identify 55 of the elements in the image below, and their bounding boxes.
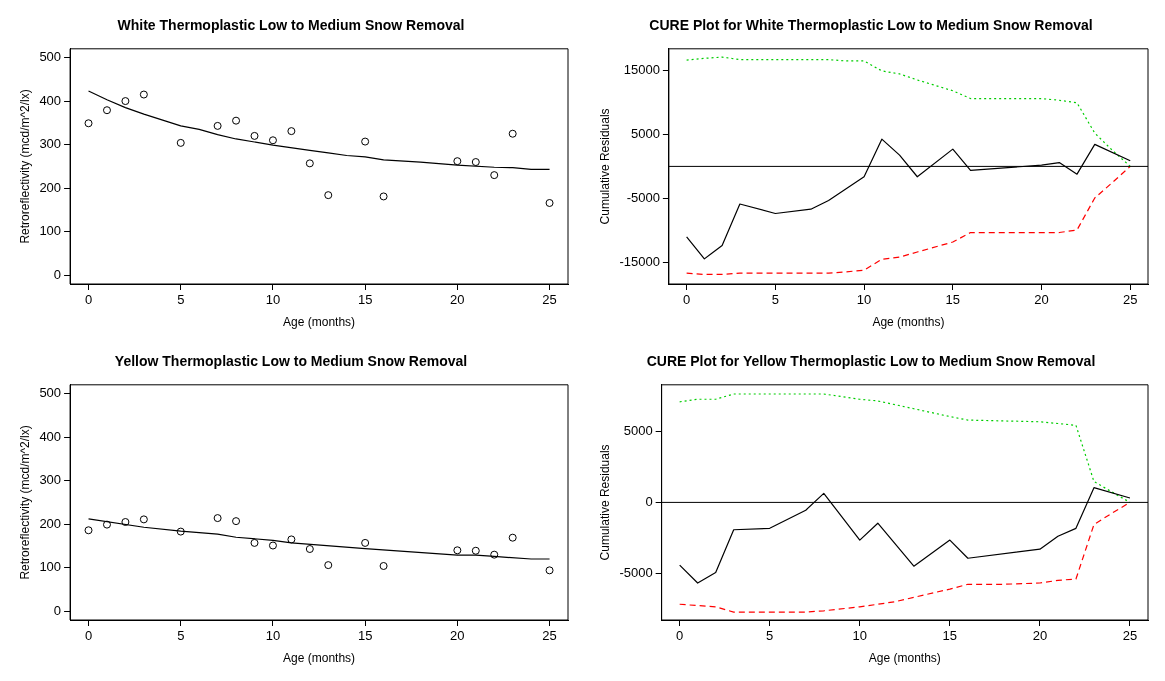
- x-tick-label: 0: [84, 292, 93, 308]
- x-tick-label: 25: [542, 292, 557, 308]
- x-tick-label: 20: [450, 292, 465, 308]
- y-tick-label: -5000: [626, 190, 660, 206]
- y-tick-label: 0: [645, 493, 653, 509]
- chart-title: CURE Plot for Yellow Thermoplastic Low to Medium Snow Removal: [646, 353, 1096, 370]
- x-tick-label: 0: [683, 292, 691, 308]
- y-tick-label: 0: [53, 602, 62, 618]
- x-tick-label: 10: [852, 628, 868, 644]
- x-axis-title: Age (months): [283, 315, 356, 330]
- x-tick-label: 15: [357, 292, 373, 308]
- y-tick-label: -5000: [619, 564, 653, 580]
- x-tick-label: 10: [265, 628, 281, 644]
- x-axis-title: Age (months): [872, 315, 945, 330]
- y-axis-title: Retroreflectivity (mcd/m^2/lx): [17, 425, 32, 580]
- y-axis-title: Cumulative Residuals: [597, 444, 612, 561]
- y-tick-label: 400: [39, 428, 62, 444]
- y-tick-label: 15000: [623, 61, 660, 77]
- x-tick-label: 20: [1034, 292, 1049, 308]
- y-tick-label: 200: [39, 515, 62, 531]
- x-tick-label: 5: [771, 292, 779, 308]
- x-axis-title: Age (months): [283, 651, 356, 666]
- x-tick-label: 5: [177, 292, 185, 308]
- y-tick-label: 5000: [630, 125, 660, 141]
- y-tick-label: 0: [53, 266, 62, 282]
- x-tick-label: 15: [945, 292, 961, 308]
- x-axis-title: Age (months): [868, 651, 941, 666]
- chart-title: CURE Plot for White Thermoplastic Low to Medium Snow Removal: [649, 17, 1093, 34]
- x-tick-label: 25: [1122, 628, 1138, 644]
- x-tick-label: 10: [856, 292, 872, 308]
- y-axis-title: Retroreflectivity (mcd/m^2/lx): [17, 89, 32, 244]
- x-tick-label: 10: [265, 292, 281, 308]
- x-tick-label: 0: [676, 628, 684, 644]
- y-tick-label: 300: [39, 472, 62, 488]
- x-tick-label: 0: [84, 628, 93, 644]
- y-tick-label: 400: [39, 92, 62, 108]
- x-tick-label: 15: [357, 628, 373, 644]
- y-tick-label: 100: [39, 223, 62, 239]
- x-tick-label: 5: [177, 628, 185, 644]
- chart-title: Yellow Thermoplastic Low to Medium Snow Removal: [114, 353, 468, 370]
- x-tick-label: 20: [1032, 628, 1048, 644]
- y-tick-label: 300: [39, 136, 62, 152]
- x-tick-label: 25: [1123, 292, 1138, 308]
- y-tick-label: 100: [39, 559, 62, 575]
- y-tick-label: 500: [39, 385, 62, 401]
- x-tick-label: 20: [450, 628, 465, 644]
- y-tick-label: -15000: [619, 254, 660, 270]
- x-tick-label: 5: [766, 628, 774, 644]
- chart-title: White Thermoplastic Low to Medium Snow Removal: [117, 17, 465, 34]
- y-tick-label: 200: [39, 179, 62, 195]
- y-tick-label: 500: [39, 49, 62, 65]
- y-axis-title: Cumulative Residuals: [597, 108, 612, 225]
- x-tick-label: 25: [542, 628, 557, 644]
- y-tick-label: 5000: [623, 423, 653, 439]
- x-tick-label: 15: [942, 628, 958, 644]
